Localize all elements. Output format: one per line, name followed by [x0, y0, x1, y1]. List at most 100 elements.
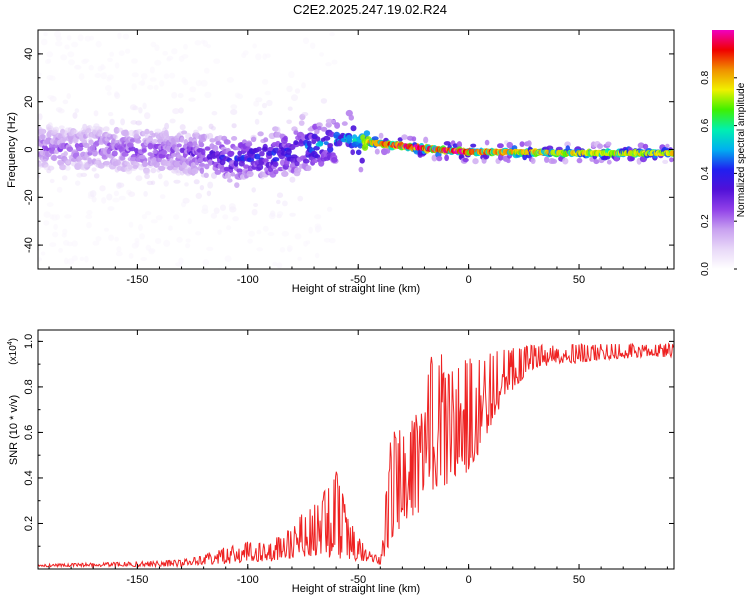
heatmap-cell [227, 178, 233, 183]
heatmap-cell [294, 233, 302, 240]
heatmap-cell [67, 51, 75, 58]
heatmap-cell [49, 242, 57, 248]
heatmap-cell [108, 112, 114, 117]
heatmap-cell [242, 50, 249, 56]
heatmap-cell [60, 54, 68, 61]
heatmap-cell [267, 232, 275, 236]
heatmap-cell [207, 181, 214, 189]
heatmap-cell [385, 148, 391, 154]
heatmap-cell [171, 48, 178, 55]
heatmap-cell [209, 138, 216, 143]
heatmap-cell [177, 93, 184, 99]
heatmap-cell [158, 173, 163, 180]
heatmap-cell [119, 155, 126, 161]
heatmap-cell [81, 138, 88, 143]
heatmap-cell [62, 99, 69, 105]
heatmap-cell [118, 50, 125, 56]
heatmap-cell [112, 133, 118, 139]
heatmap-cell [210, 126, 216, 131]
heatmap-cell [61, 175, 68, 181]
heatmap-cell [345, 134, 353, 141]
snr-x-tick-label: -150 [126, 574, 148, 586]
heatmap-cell [63, 257, 69, 265]
heatmap-cell [544, 156, 550, 163]
heatmap-cell [201, 204, 209, 212]
heatmap-cell [49, 95, 57, 102]
heatmap-cell [166, 55, 174, 61]
heatmap-cell [301, 112, 309, 117]
spectrogram-y-tick-label: 0 [23, 146, 35, 152]
heatmap-cell [92, 240, 100, 246]
heatmap-cell [363, 130, 371, 137]
heatmap-cell [606, 159, 612, 165]
heatmap-cell [195, 192, 202, 199]
heatmap-cell [519, 141, 525, 148]
snr-x-tick-label: 50 [573, 574, 585, 586]
heatmap-cell [135, 175, 143, 182]
heatmap-cell [163, 129, 169, 137]
heatmap-cell [83, 142, 90, 148]
heatmap-cell [156, 157, 163, 163]
spectrogram-x-tick-label: 50 [573, 274, 585, 286]
colorbar-tick-label: 0.6 [700, 118, 711, 132]
colorbar-tick-label: 0.0 [700, 262, 711, 276]
heatmap-cell [90, 190, 97, 198]
heatmap-cell [213, 58, 221, 64]
heatmap-cell [259, 151, 265, 157]
heatmap-cell [80, 172, 88, 177]
heatmap-cell [336, 139, 343, 147]
heatmap-cell [149, 77, 157, 82]
heatmap-cell [91, 167, 97, 172]
heatmap-cell [65, 160, 71, 165]
heatmap-cell [169, 118, 176, 124]
heatmap-cell [195, 231, 202, 236]
spectrogram-y-tick-label: -20 [23, 189, 35, 205]
heatmap-cell [597, 143, 603, 149]
heatmap-cell [297, 256, 302, 261]
spectrogram-y-axis: -40 -20 0 20 40 [23, 29, 674, 270]
heatmap-cell [114, 236, 119, 242]
heatmap-cell [182, 197, 190, 204]
heatmap-cell [248, 230, 255, 237]
heatmap-cell [77, 34, 84, 42]
heatmap-cell [139, 154, 146, 160]
heatmap-cell [202, 259, 210, 266]
heatmap-cell [250, 136, 257, 143]
heatmap-cell [86, 210, 93, 215]
heatmap-cell [255, 97, 263, 103]
heatmap-cell [62, 228, 68, 235]
heatmap-cell [154, 59, 162, 66]
heatmap-cell [124, 48, 131, 54]
heatmap-cell [665, 143, 670, 148]
heatmap-cell [71, 41, 79, 48]
heatmap-cell [222, 214, 229, 220]
heatmap-cell [55, 214, 60, 220]
heatmap-cell [74, 108, 80, 113]
heatmap-cell [197, 126, 203, 131]
heatmap-cell [97, 162, 105, 169]
heatmap-cell [472, 158, 479, 165]
heatmap-cell [131, 83, 137, 91]
heatmap-cell [187, 218, 192, 225]
heatmap-cell [270, 210, 276, 217]
snr-y-label: SNR (10 * v/v) [8, 395, 20, 465]
heatmap-cell [152, 149, 158, 154]
heatmap-cell [64, 214, 72, 219]
heatmap-cell [140, 257, 147, 261]
heatmap-cell [115, 159, 121, 166]
heatmap-cell [204, 146, 211, 151]
heatmap-cell [530, 157, 536, 164]
heatmap-cell [198, 162, 206, 167]
heatmap-cell [223, 166, 231, 172]
heatmap-cell [87, 125, 92, 130]
heatmap-cell [310, 42, 316, 49]
heatmap-cell [195, 79, 202, 87]
heatmap-cell [68, 59, 75, 66]
heatmap-cell [181, 130, 188, 135]
heatmap-cell [85, 214, 93, 219]
heatmap-cell [311, 158, 319, 164]
heatmap-cell [236, 93, 243, 100]
heatmap-cell [53, 223, 58, 230]
heatmap-cell [605, 141, 612, 147]
heatmap-cell [140, 79, 146, 86]
